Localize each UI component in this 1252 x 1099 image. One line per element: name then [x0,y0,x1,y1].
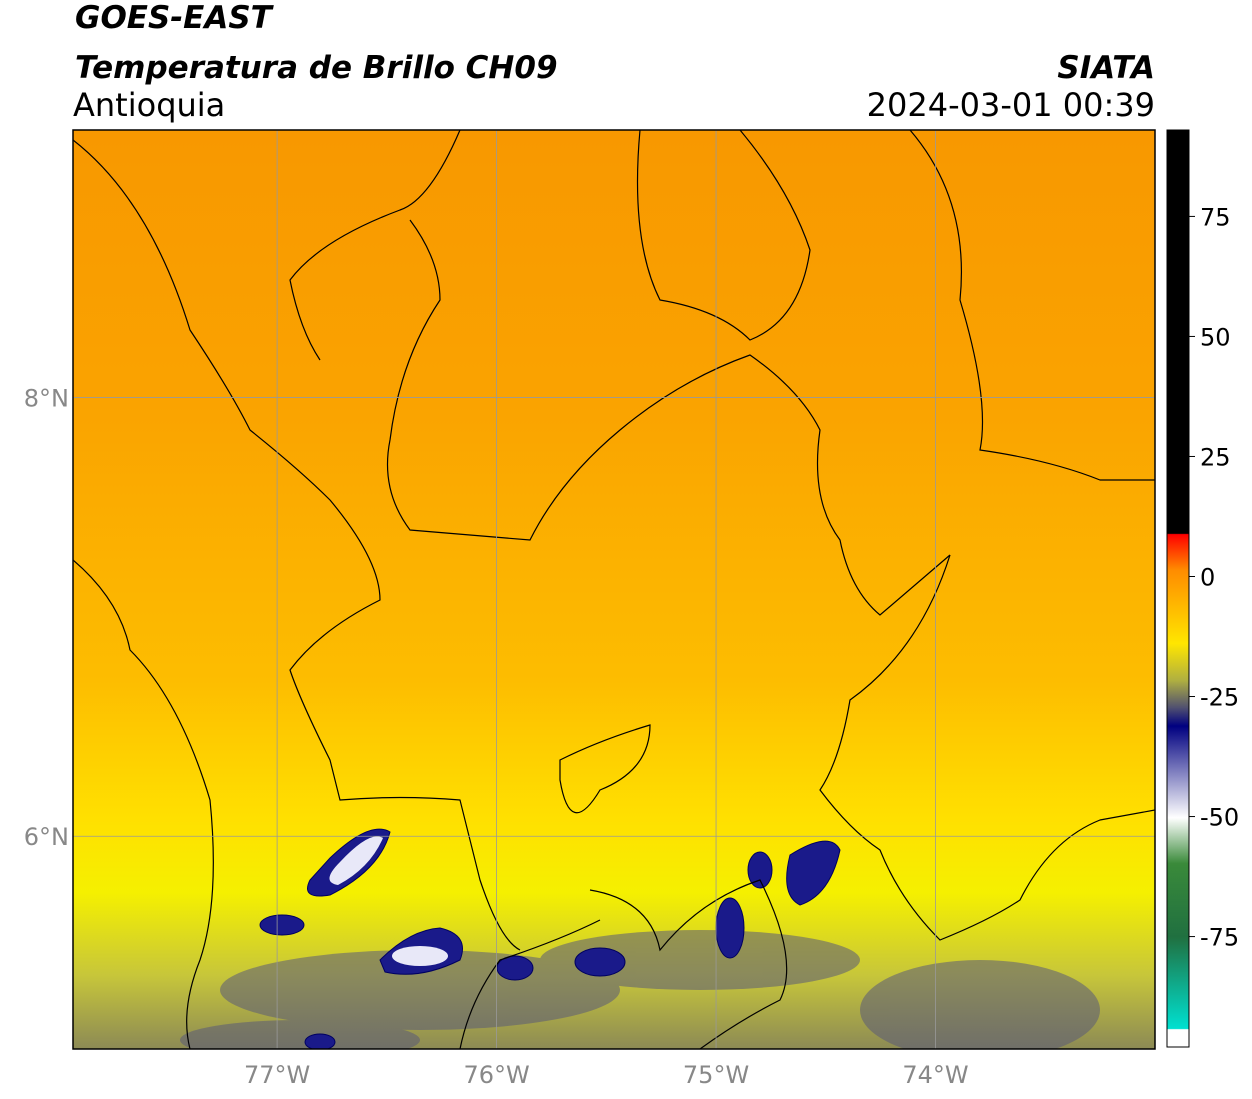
colorbar-label: 50 [1200,323,1231,351]
lat-label: 8°N [24,385,69,413]
colorbar-label: 25 [1200,443,1231,471]
lat-label: 6°N [24,823,69,851]
title: GOES-EAST [75,0,275,36]
colorbar-label: -75 [1200,924,1239,952]
colorbar-label: -50 [1200,804,1239,832]
map-frame [72,129,1156,1050]
graticule [73,130,1155,1049]
borders [73,130,1155,1049]
subtitle: Temperatura de Brillo CH09 [75,50,558,86]
colorbar-label: 75 [1200,203,1231,231]
colorbar-label: 0 [1200,563,1215,591]
colorbar-label: -25 [1200,684,1239,712]
lon-label: 75°W [683,1061,749,1089]
colorbar [1166,129,1190,1048]
brightness-field [73,130,1155,1049]
source: SIATA [1057,50,1155,86]
datetime: 2024-03-01 00:39 [867,86,1155,124]
region: Antioquia [73,86,225,124]
lon-label: 74°W [902,1061,968,1089]
lon-label: 76°W [463,1061,529,1089]
lon-label: 77°W [244,1061,310,1089]
map-raster [73,130,1155,1049]
cloud-cores [329,836,448,966]
